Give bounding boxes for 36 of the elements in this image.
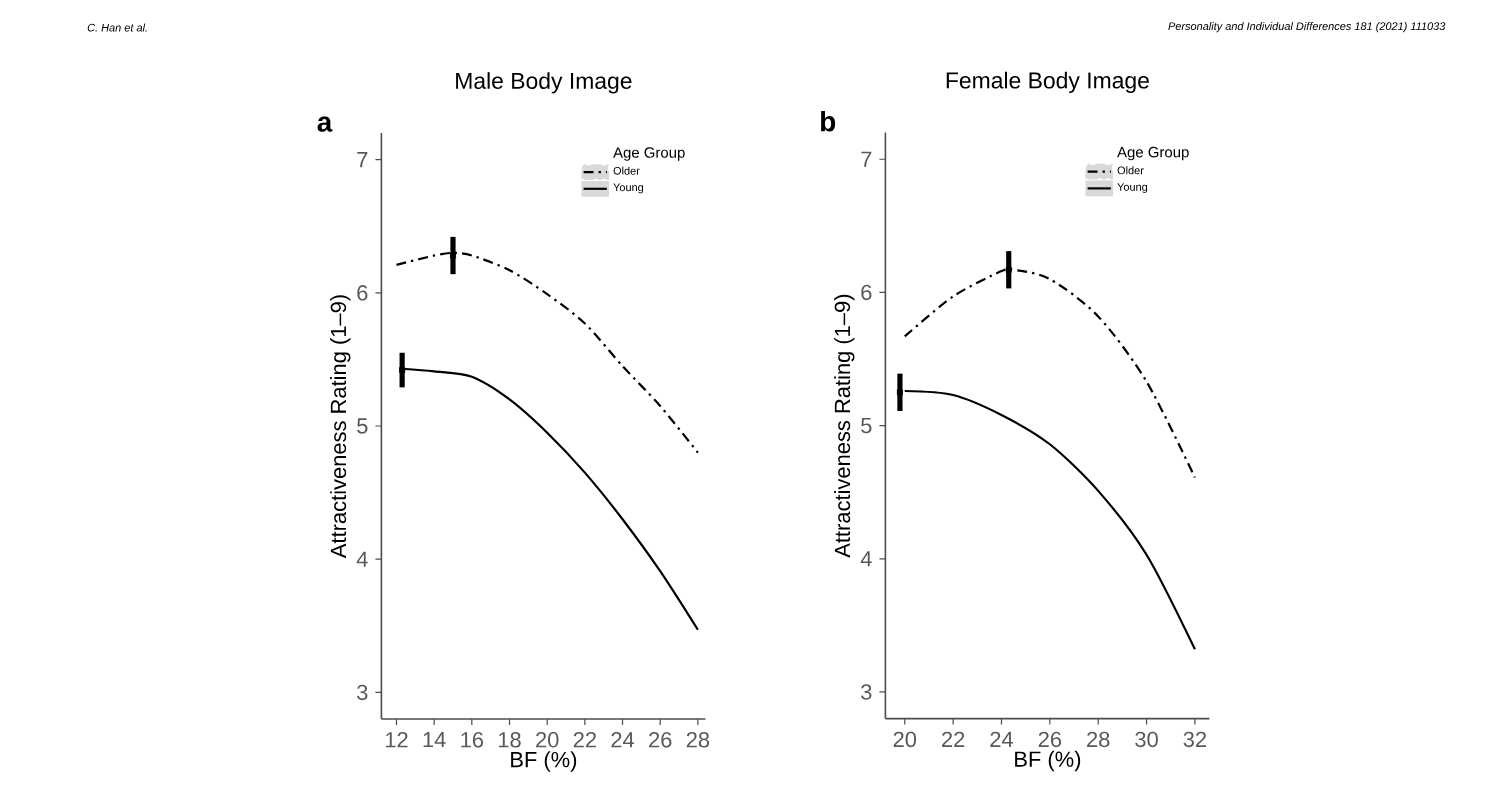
x-tick-label: 26 bbox=[649, 732, 672, 748]
y-tick-label: 7 bbox=[357, 152, 368, 168]
x-tick-label: 32 bbox=[1183, 731, 1207, 748]
y-axis-title: Attractiveness Rating (1–9) bbox=[330, 295, 351, 559]
y-tick-label: 4 bbox=[356, 551, 368, 567]
x-tick-label: 14 bbox=[423, 732, 446, 748]
x-tick-label: 26 bbox=[1038, 731, 1062, 748]
x-tick-label: 20 bbox=[536, 732, 559, 748]
x-tick-label: 12 bbox=[385, 732, 408, 748]
x-tick-label: 24 bbox=[611, 732, 635, 748]
x-tick-label: 20 bbox=[893, 731, 917, 748]
chart-title: Female Body Image bbox=[946, 71, 1149, 94]
line-series bbox=[903, 267, 1197, 479]
x-tick-label: 24 bbox=[990, 731, 1014, 747]
y-tick-label: 6 bbox=[861, 284, 872, 301]
y-axis-title: Attractiveness Rating (1–9) bbox=[834, 294, 855, 558]
x-tick-label: 22 bbox=[573, 732, 596, 748]
text: b bbox=[821, 110, 836, 132]
y-tick-label: 3 bbox=[357, 684, 368, 701]
y-tick-label: 3 bbox=[861, 684, 872, 700]
x-tick-label: 30 bbox=[1135, 731, 1158, 748]
text: a bbox=[317, 116, 333, 132]
y-tick-label: 4 bbox=[860, 551, 872, 567]
chart-title: Male Body Image bbox=[456, 72, 632, 94]
x-tick-label: 18 bbox=[498, 732, 521, 748]
line-series bbox=[395, 251, 699, 454]
x-tick-label: 28 bbox=[686, 732, 710, 748]
x-tick-label: 22 bbox=[942, 731, 965, 747]
x-tick-label: 16 bbox=[461, 732, 484, 748]
x-axis-title: BF (%) bbox=[511, 751, 577, 772]
x-axis-title: BF (%) bbox=[1015, 750, 1081, 772]
y-tick-label: 5 bbox=[357, 418, 368, 434]
x-tick-label: 28 bbox=[1087, 731, 1110, 748]
y-tick-label: 6 bbox=[357, 285, 368, 301]
y-tick-label: 7 bbox=[861, 151, 872, 167]
y-tick-label: 5 bbox=[861, 417, 872, 434]
